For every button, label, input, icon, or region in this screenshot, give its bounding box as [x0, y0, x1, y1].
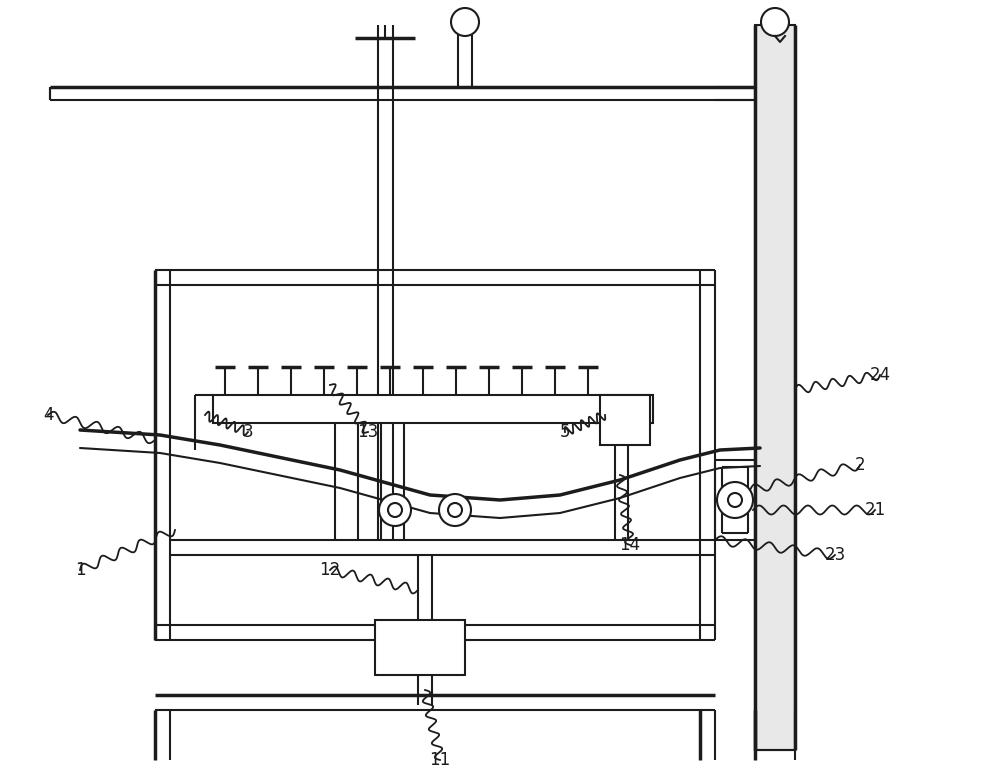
Text: 1: 1	[75, 561, 85, 579]
Bar	[375, 620, 465, 675]
Text: 24: 24	[869, 366, 891, 384]
Circle shape	[379, 494, 411, 526]
Bar	[755, 25, 795, 750]
Circle shape	[717, 482, 753, 518]
Text: 14: 14	[619, 536, 641, 554]
Circle shape	[388, 503, 402, 517]
Circle shape	[439, 494, 471, 526]
Text: 2: 2	[855, 456, 865, 474]
Circle shape	[728, 493, 742, 507]
Bar	[213, 395, 653, 423]
Text: 13: 13	[357, 423, 379, 441]
Circle shape	[451, 8, 479, 36]
Circle shape	[761, 8, 789, 36]
Text: 5: 5	[560, 423, 570, 441]
Text: 11: 11	[429, 751, 451, 769]
Circle shape	[448, 503, 462, 517]
Text: 23: 23	[824, 546, 846, 564]
Bar	[600, 395, 650, 445]
Text: 3: 3	[243, 423, 253, 441]
Text: 12: 12	[319, 561, 341, 579]
Text: 4: 4	[43, 406, 53, 424]
Text: 21: 21	[864, 501, 886, 519]
